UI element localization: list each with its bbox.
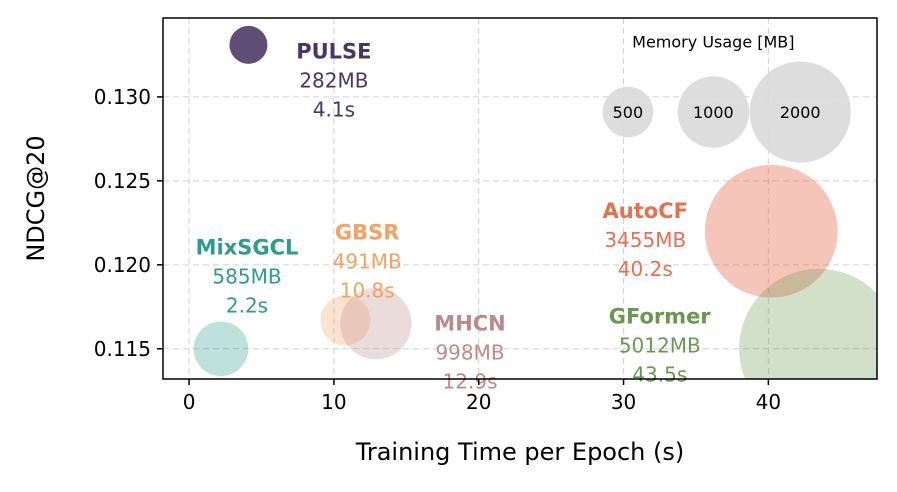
x-tick-label: 30 [611, 390, 636, 414]
point-gformer [739, 268, 877, 379]
label-time-pulse: 4.1s [313, 97, 355, 121]
label-time-gbsr: 10.8s [340, 279, 395, 303]
legend-title: Memory Usage [MB] [632, 32, 794, 51]
point-pulse [229, 25, 268, 64]
legend-bubble-500 [602, 86, 654, 138]
data-points [193, 25, 877, 379]
label-name-mixsgcl: MixSGCL [196, 236, 299, 260]
label-memory-mhcn: 998MB [435, 340, 504, 364]
label-name-gformer: GFormer [609, 305, 712, 329]
label-name-pulse: PULSE [296, 39, 371, 63]
legend-label-1000: 1000 [693, 103, 734, 122]
x-tick-label: 40 [756, 390, 781, 414]
y-tick-label: 0.125 [94, 169, 151, 193]
legend-label-2000: 2000 [780, 103, 821, 122]
legend-bubble-2000 [749, 61, 851, 163]
label-memory-gbsr: 491MB [333, 250, 402, 274]
label-name-autocf: AutoCF [603, 199, 688, 223]
label-memory-pulse: 282MB [299, 68, 368, 92]
x-tick-label: 10 [321, 390, 346, 414]
point-mixsgcl [193, 321, 249, 377]
x-axis-label: Training Time per Epoch (s) [355, 438, 685, 466]
label-time-mixsgcl: 2.2s [226, 294, 268, 318]
axis-ticks: 0 10 20 30 40 0.115 0.120 0.125 0.130 [94, 85, 781, 414]
label-name-mhcn: MHCN [434, 311, 505, 335]
y-tick-label: 0.130 [94, 85, 151, 109]
label-memory-mixsgcl: 585MB [212, 265, 281, 289]
x-tick-label: 20 [466, 390, 491, 414]
legend-label-500: 500 [613, 103, 644, 122]
point-mhcn [340, 287, 412, 360]
label-time-autocf: 40.2s [618, 257, 673, 281]
label-name-gbsr: GBSR [335, 221, 400, 245]
label-time-mhcn: 12.9s [443, 369, 498, 393]
series-labels: PULSE 282MB 4.1s MixSGCL 585MB 2.2s GBSR 491MB 1… [196, 39, 712, 393]
label-memory-gformer: 5012MB [619, 334, 701, 358]
x-tick-label: 0 [183, 390, 196, 414]
plot-frame [162, 17, 878, 380]
label-time-gformer: 43.5s [632, 363, 687, 387]
point-autocf [704, 164, 838, 298]
y-tick-label: 0.115 [94, 337, 151, 361]
legend-bubble-1000 [677, 76, 750, 148]
memory-legend: Memory Usage [MB] 500 1000 2000 [602, 32, 851, 163]
label-memory-autocf: 3455MB [604, 228, 686, 252]
point-gbsr [320, 295, 371, 346]
y-tick-label: 0.120 [94, 253, 151, 277]
y-axis-label: NDCG@20 [22, 135, 50, 261]
